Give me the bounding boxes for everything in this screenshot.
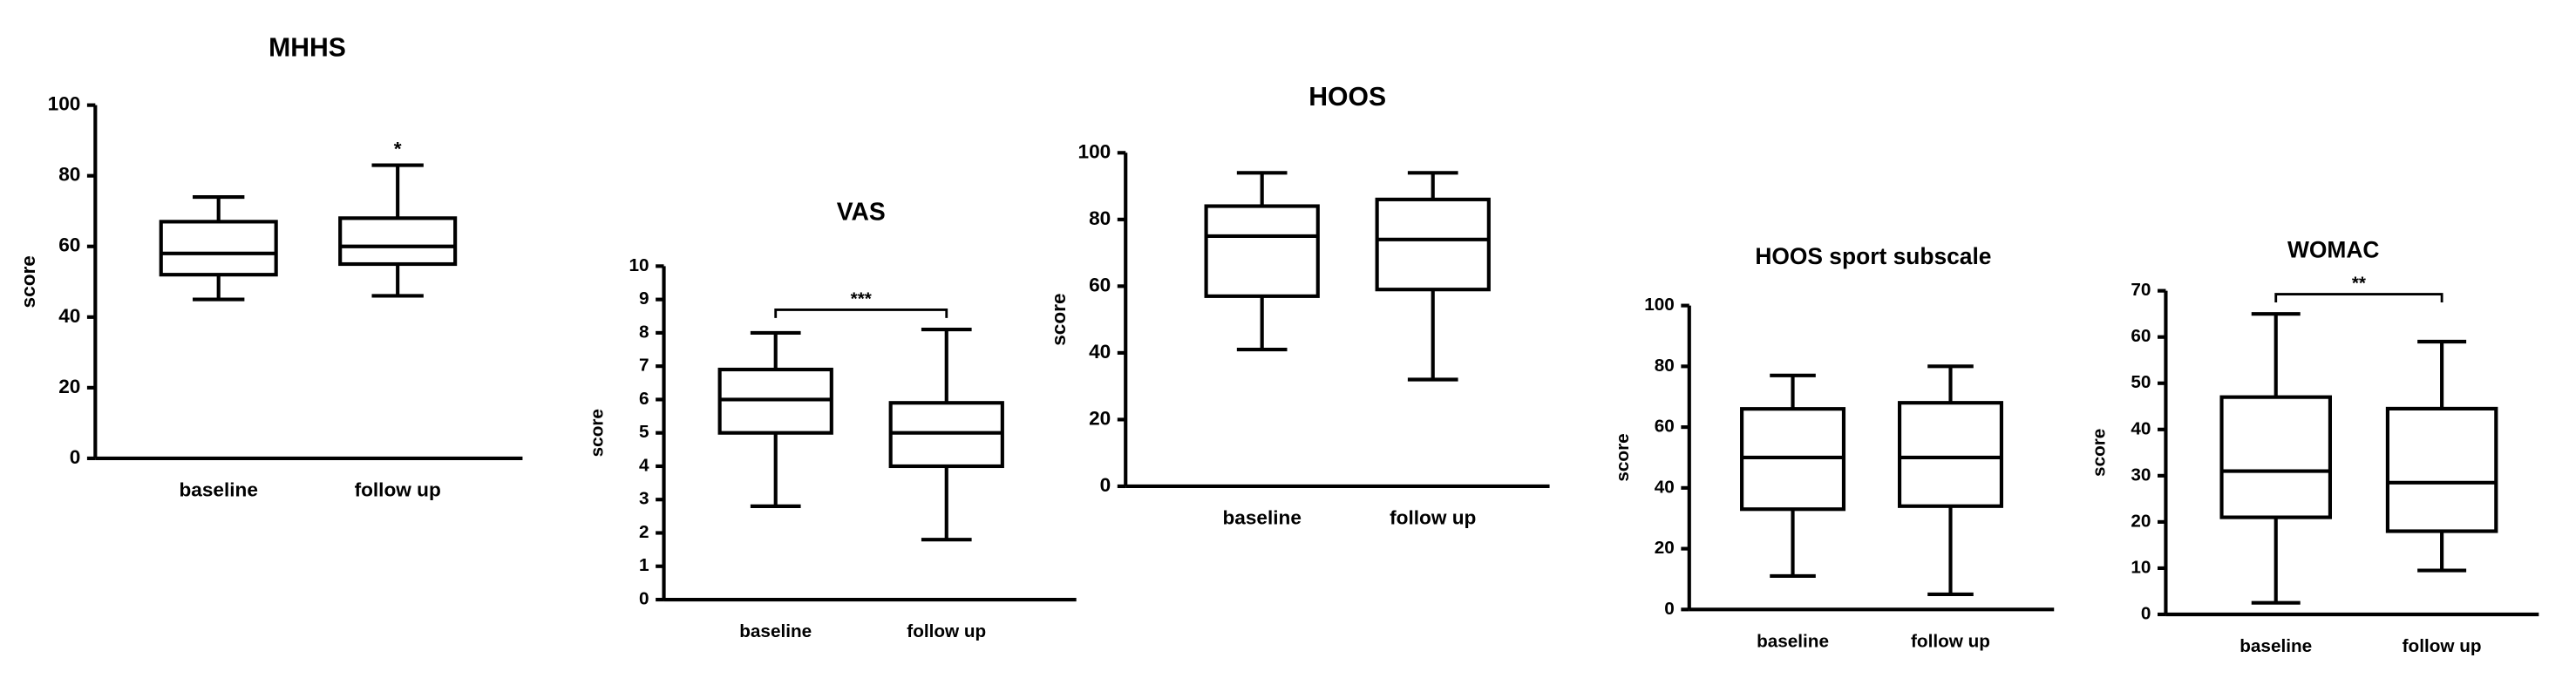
significance-label: * [394,139,402,160]
x-tick-label: follow up [2403,636,2482,656]
y-tick-label: 100 [48,93,81,115]
x-tick-label: baseline [1757,632,1829,652]
y-axis-label: score [1048,293,1070,345]
y-tick-label: 0 [1664,599,1675,619]
x-tick-label: follow up [355,479,441,501]
x-tick-label: follow up [1911,632,1990,652]
significance-bracket [2274,293,2443,302]
x-tick-label: baseline [739,621,812,641]
y-tick-label: 80 [1089,207,1111,229]
y-axis-label: score [588,409,608,457]
box [338,216,458,267]
y-tick-label: 6 [639,389,649,409]
y-tick-label: 1 [639,555,649,575]
y-tick-label: 60 [2131,326,2151,346]
x-tick-label: follow up [907,621,986,641]
y-tick-label: 10 [629,255,649,275]
y-tick-label: 0 [70,446,81,468]
x-tick-label: baseline [2240,636,2312,656]
y-tick-label: 100 [1644,295,1675,315]
y-tick-label: 20 [1655,538,1675,558]
y-tick-label: 50 [2131,372,2151,392]
y-tick-label: 20 [2131,511,2151,531]
y-tick-label: 10 [2131,557,2151,577]
y-tick-label: 0 [2141,603,2151,623]
y-tick-label: 60 [58,234,80,256]
y-tick-label: 40 [58,305,80,327]
box [1897,401,2004,508]
chart-title: WOMAC [2287,236,2379,262]
chart-title: HOOS [1308,83,1386,112]
y-tick-label: 30 [2131,465,2151,485]
chart-title: HOOS sport subscale [1755,243,1991,269]
x-tick-label: baseline [1222,507,1301,529]
chart-title: MHHS [268,34,346,63]
y-axis-label: score [2089,429,2109,477]
y-tick-label: 70 [2131,280,2151,300]
y-axis-label: score [1613,433,1633,481]
y-tick-label: 20 [58,376,80,397]
y-tick-label: 4 [639,455,649,475]
chart-title: VAS [837,198,886,226]
x-tick-label: follow up [1390,507,1476,529]
significance-label: ** [2352,274,2367,294]
y-tick-label: 2 [639,522,649,542]
y-tick-label: 20 [1089,407,1111,429]
y-tick-label: 40 [1089,341,1111,363]
y-tick-label: 80 [1655,356,1675,376]
y-tick-label: 60 [1089,274,1111,295]
y-tick-label: 60 [1655,417,1675,437]
box [1375,197,1491,292]
y-tick-label: 5 [639,422,649,442]
y-tick-label: 80 [58,164,80,186]
y-tick-label: 3 [639,489,649,509]
y-tick-label: 40 [2131,418,2151,438]
box [1204,204,1320,298]
box [2385,406,2498,533]
y-tick-label: 9 [639,288,649,309]
y-tick-label: 8 [639,322,649,342]
x-tick-label: baseline [179,479,257,501]
y-axis-label: score [17,255,39,308]
significance-bracket [774,309,948,318]
y-tick-label: 7 [639,356,649,376]
y-tick-label: 100 [1078,140,1111,162]
y-tick-label: 40 [1655,477,1675,497]
box [159,220,278,277]
y-tick-label: 0 [639,588,649,608]
box [2219,395,2333,519]
y-tick-label: 0 [1100,474,1111,496]
significance-label: *** [851,289,873,309]
